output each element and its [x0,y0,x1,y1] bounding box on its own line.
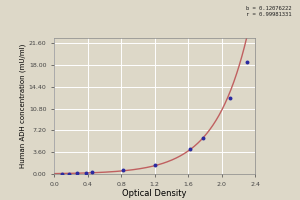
Point [227,97,232,100]
Point [120,168,125,172]
Point [244,61,249,64]
Y-axis label: Human ADH concentration (mU/ml): Human ADH concentration (mU/ml) [19,44,26,168]
Point [187,147,192,150]
Point [201,136,206,139]
Text: b = 0.12076222
r = 0.99981331: b = 0.12076222 r = 0.99981331 [245,6,291,17]
Point [83,171,88,174]
Point [60,172,65,175]
Point [152,163,157,167]
Point [75,172,80,175]
X-axis label: Optical Density: Optical Density [122,189,187,198]
Point [67,172,71,175]
Point [89,170,94,173]
